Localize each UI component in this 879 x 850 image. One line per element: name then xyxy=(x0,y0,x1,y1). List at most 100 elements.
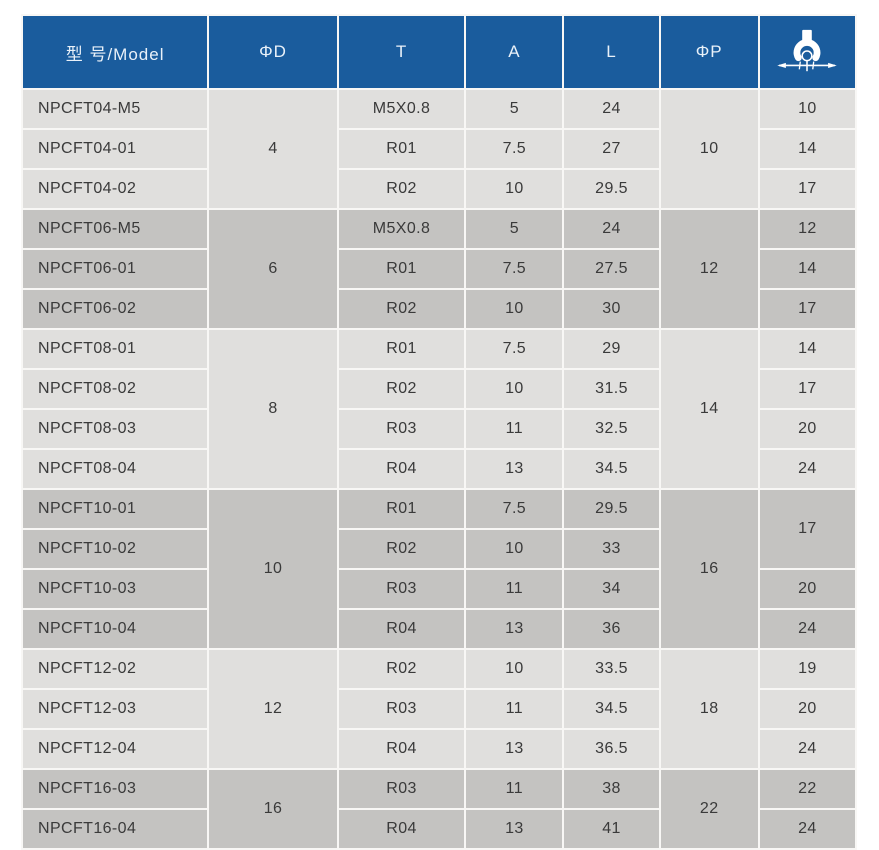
model-cell: NPCFT12-03 xyxy=(23,690,208,728)
diameter-cell: 10 xyxy=(209,490,337,648)
l-cell: 29 xyxy=(564,330,659,368)
thread-cell: R04 xyxy=(338,810,465,848)
model-cell: NPCFT16-03 xyxy=(23,770,208,808)
a-cell: 7.5 xyxy=(466,330,563,368)
thread-cell: M5X0.8 xyxy=(338,210,465,248)
fitting-spec-table: 型 号/Model ΦD T A L ΦP xyxy=(21,14,857,850)
l-cell: 30 xyxy=(564,290,659,328)
a-cell: 10 xyxy=(466,530,563,568)
a-cell: 11 xyxy=(466,570,563,608)
table-row: NPCFT12-02 12 R02 10 33.5 18 19 xyxy=(23,650,855,768)
model-cell: NPCFT08-01 xyxy=(23,330,208,368)
thread-cell: R02 xyxy=(338,650,465,688)
header-a: A xyxy=(466,16,563,88)
table-row: NPCFT06-M5 6 M5X0.8 5 24 12 12 xyxy=(23,210,855,328)
model-cell: NPCFT04-01 xyxy=(23,130,208,168)
header-p: ΦP xyxy=(660,16,758,88)
wrench-size-cell: 14 xyxy=(759,130,855,168)
model-cell: NPCFT06-M5 xyxy=(23,210,208,248)
l-cell: 41 xyxy=(564,810,659,848)
table-row: NPCFT04-02 R02 10 29.5 17 xyxy=(23,170,855,208)
thread-cell: R01 xyxy=(338,330,465,368)
diameter-cell: 16 xyxy=(209,770,337,848)
wrench-size-cell: 14 xyxy=(759,250,855,288)
thread-cell: R03 xyxy=(338,570,465,608)
table-row: NPCFT10-02 R02 10 33 xyxy=(23,530,855,568)
thread-cell: R03 xyxy=(338,690,465,728)
table-row: NPCFT16-03 16 R03 11 38 22 22 xyxy=(23,770,855,848)
table-row: NPCFT04-M5 4 M5X0.8 5 24 10 10 xyxy=(23,90,855,208)
model-cell: NPCFT10-02 xyxy=(23,530,208,568)
model-cell: NPCFT12-04 xyxy=(23,730,208,768)
wrench-size-cell: 20 xyxy=(759,410,855,448)
model-cell: NPCFT08-04 xyxy=(23,450,208,488)
thread-cell: R04 xyxy=(338,730,465,768)
wrench-size-cell: 24 xyxy=(759,610,855,648)
a-cell: 11 xyxy=(466,690,563,728)
wrench-size-cell: 20 xyxy=(759,570,855,608)
a-cell: 10 xyxy=(466,290,563,328)
l-cell: 34.5 xyxy=(564,450,659,488)
wrench-size-cell: 24 xyxy=(759,730,855,768)
thread-cell: R01 xyxy=(338,130,465,168)
l-cell: 36.5 xyxy=(564,730,659,768)
wrench-size-cell: 17 xyxy=(759,370,855,408)
model-cell: NPCFT06-02 xyxy=(23,290,208,328)
p-cell: 14 xyxy=(660,330,758,488)
thread-cell: R02 xyxy=(338,290,465,328)
wrench-size-cell: 17 xyxy=(759,290,855,328)
p-cell: 16 xyxy=(660,490,758,648)
a-cell: 10 xyxy=(466,370,563,408)
diameter-cell: 8 xyxy=(209,330,337,488)
header-model: 型 号/Model xyxy=(23,16,208,88)
l-cell: 24 xyxy=(564,210,659,248)
thread-cell: R04 xyxy=(338,450,465,488)
wrench-size-cell: 10 xyxy=(759,90,855,128)
l-cell: 32.5 xyxy=(564,410,659,448)
thread-cell: R03 xyxy=(338,410,465,448)
a-cell: 11 xyxy=(466,410,563,448)
l-cell: 36 xyxy=(564,610,659,648)
a-cell: 13 xyxy=(466,810,563,848)
header-wrench xyxy=(759,16,855,88)
l-cell: 38 xyxy=(564,770,659,808)
wrench-size-cell: 12 xyxy=(759,210,855,248)
model-cell: NPCFT10-04 xyxy=(23,610,208,648)
model-cell: NPCFT08-03 xyxy=(23,410,208,448)
model-cell: NPCFT04-02 xyxy=(23,170,208,208)
l-cell: 24 xyxy=(564,90,659,128)
table-row: NPCFT10-01 10 R01 7.5 29.5 16 17 xyxy=(23,490,855,648)
wrench-size-cell: 24 xyxy=(759,450,855,488)
thread-cell: R01 xyxy=(338,490,465,528)
model-cell: NPCFT04-M5 xyxy=(23,90,208,128)
table-row: NPCFT10-03 R03 11 34 20 xyxy=(23,570,855,608)
header-l: L xyxy=(564,16,659,88)
diameter-cell: 12 xyxy=(209,650,337,768)
table-row: NPCFT08-04 R04 13 34.5 24 xyxy=(23,450,855,488)
thread-cell: R03 xyxy=(338,770,465,808)
table-row: NPCFT12-03 R03 11 34.5 20 xyxy=(23,690,855,728)
a-cell: 13 xyxy=(466,730,563,768)
thread-cell: R02 xyxy=(338,530,465,568)
thread-cell: M5X0.8 xyxy=(338,90,465,128)
header-row: 型 号/Model ΦD T A L ΦP xyxy=(23,16,855,88)
model-cell: NPCFT10-03 xyxy=(23,570,208,608)
wrench-size-icon xyxy=(761,28,854,76)
model-cell: NPCFT08-02 xyxy=(23,370,208,408)
l-cell: 29.5 xyxy=(564,490,659,528)
p-cell: 12 xyxy=(660,210,758,328)
table-row: NPCFT04-01 R01 7.5 27 14 xyxy=(23,130,855,168)
l-cell: 33.5 xyxy=(564,650,659,688)
a-cell: 7.5 xyxy=(466,490,563,528)
l-cell: 34.5 xyxy=(564,690,659,728)
table-row: NPCFT06-02 R02 10 30 17 xyxy=(23,290,855,328)
model-cell: NPCFT16-04 xyxy=(23,810,208,848)
table-row: NPCFT12-04 R04 13 36.5 24 xyxy=(23,730,855,768)
a-cell: 13 xyxy=(466,610,563,648)
table-row: NPCFT10-04 R04 13 36 24 xyxy=(23,610,855,648)
header-diameter: ΦD xyxy=(209,16,337,88)
wrench-size-cell: 24 xyxy=(759,810,855,848)
p-cell: 22 xyxy=(660,770,758,848)
p-cell: 10 xyxy=(660,90,758,208)
wrench-size-cell: 22 xyxy=(759,770,855,808)
